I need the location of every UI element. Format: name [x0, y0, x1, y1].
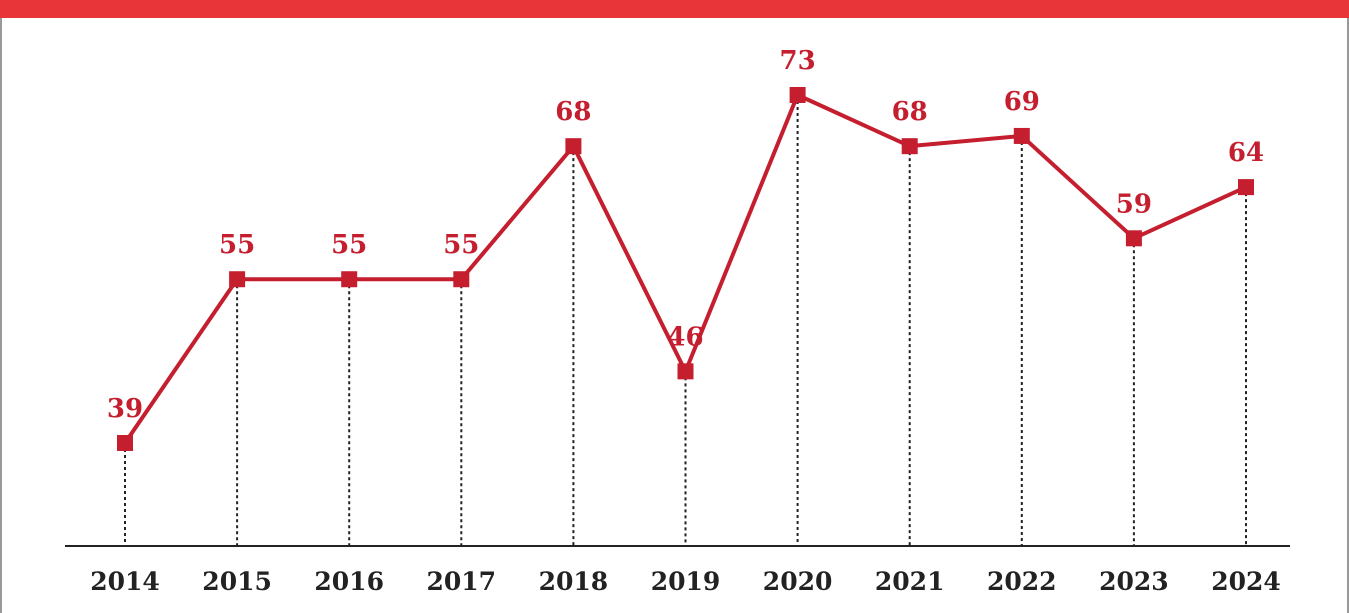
marker [1013, 127, 1030, 144]
x-tick-label: 2023 [1099, 567, 1169, 596]
data-label: 68 [892, 97, 928, 127]
data-label: 68 [555, 97, 591, 127]
data-label: 73 [780, 46, 816, 76]
marker [789, 87, 806, 103]
x-tick-label: 2016 [314, 567, 384, 596]
data-label: 39 [107, 394, 143, 424]
x-tick-label: 2017 [427, 567, 497, 596]
x-tick-label: 2020 [763, 567, 833, 596]
data-label: 69 [1004, 87, 1040, 117]
marker [1238, 179, 1254, 196]
header-banner [0, 0, 1349, 18]
marker [565, 138, 582, 155]
marker [229, 271, 246, 288]
data-label: 55 [331, 230, 367, 260]
x-tick-label: 2018 [539, 567, 609, 596]
data-label: 46 [667, 322, 703, 352]
marker [341, 271, 358, 288]
x-tick-label: 2015 [202, 567, 272, 596]
data-label: 64 [1228, 138, 1264, 168]
data-label: 55 [219, 230, 255, 260]
x-tick-label: 2021 [875, 567, 945, 596]
x-tick-label: 2022 [987, 567, 1057, 596]
x-tick-label: 2014 [90, 567, 160, 596]
x-tick-label: 2019 [651, 567, 721, 596]
marker [677, 363, 694, 380]
data-label: 55 [443, 230, 479, 260]
marker [901, 138, 918, 155]
marker [1125, 230, 1142, 247]
data-label: 59 [1116, 189, 1152, 219]
marker [453, 271, 470, 288]
x-tick-label: 2024 [1211, 567, 1281, 596]
marker [117, 435, 133, 451]
